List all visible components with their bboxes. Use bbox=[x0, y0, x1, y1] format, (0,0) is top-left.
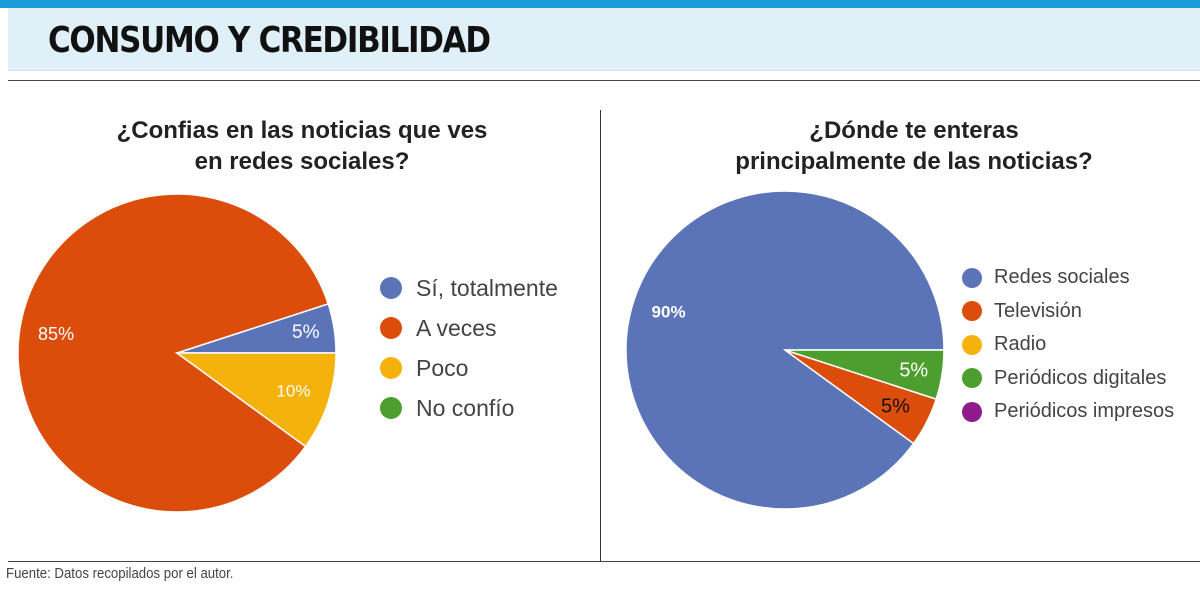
trust-slice-poco bbox=[174, 352, 337, 448]
trust-data-label-a-veces: 85% bbox=[38, 324, 74, 344]
left-chart-title: ¿Confias en las noticias que ves en rede… bbox=[22, 115, 582, 177]
right-chart-title-line-2: principalmente de las noticias? bbox=[735, 148, 1093, 175]
center-divider bbox=[600, 110, 601, 561]
trust-legend-item-a-veces: A veces bbox=[380, 308, 558, 348]
source-legend-item-periodicos-digitales: Periódicos digitales bbox=[962, 362, 1174, 396]
legend-swatch bbox=[380, 397, 402, 419]
right-chart-title-line-1: ¿Dónde te enteras bbox=[809, 117, 1019, 144]
news-source-legend: Redes sociales Televisión Radio Periódicos … bbox=[962, 261, 1174, 429]
source-data-label-periodicos-digitales: 5% bbox=[899, 359, 928, 381]
header-band: CONSUMO Y CREDIBILIDAD bbox=[8, 8, 1200, 71]
legend-label: Periódicos impresos bbox=[994, 400, 1175, 423]
legend-label: Radio bbox=[994, 333, 1047, 356]
legend-label: Redes sociales bbox=[994, 266, 1130, 289]
legend-label: No confío bbox=[416, 394, 515, 421]
legend-swatch bbox=[962, 368, 982, 389]
legend-label: Sí, totalmente bbox=[416, 274, 558, 301]
right-chart-title: ¿Dónde te enteras principalmente de las … bbox=[634, 115, 1194, 177]
source-slice-periodicos-digitales bbox=[784, 349, 945, 401]
trust-legend-item-no-confio: No confío bbox=[380, 388, 558, 428]
source-legend-item-radio: Radio bbox=[962, 328, 1174, 362]
trust-legend: Sí, totalmente A veces Poco No confío bbox=[380, 268, 558, 428]
legend-swatch bbox=[962, 267, 982, 288]
left-chart-title-line-1: ¿Confias en las noticias que ves bbox=[116, 117, 488, 144]
trust-data-label-si-totalmente: 5% bbox=[292, 322, 320, 343]
source-legend-item-television: Televisión bbox=[962, 295, 1174, 329]
trust-slice-a-veces bbox=[17, 193, 330, 513]
legend-swatch bbox=[962, 401, 982, 422]
source-legend-item-periodicos-impresos: Periódicos impresos bbox=[962, 395, 1174, 429]
trust-legend-item-si-totalmente: Sí, totalmente bbox=[380, 268, 558, 308]
legend-swatch bbox=[380, 277, 402, 299]
trust-data-label-poco: 10% bbox=[276, 381, 310, 400]
source-note: Fuente: Datos recopilados por el autor. bbox=[6, 565, 234, 582]
legend-swatch bbox=[380, 357, 402, 379]
legend-label: A veces bbox=[416, 314, 497, 341]
legend-label: Televisión bbox=[994, 299, 1082, 322]
page-title: CONSUMO Y CREDIBILIDAD bbox=[48, 20, 491, 61]
source-legend-item-redes-sociales: Redes sociales bbox=[962, 261, 1174, 295]
legend-label: Poco bbox=[416, 354, 469, 381]
legend-swatch bbox=[962, 301, 982, 322]
source-data-label-redes-sociales: 90% bbox=[652, 303, 686, 322]
trust-legend-item-poco: Poco bbox=[380, 348, 558, 388]
legend-label: Periódicos digitales bbox=[994, 366, 1167, 389]
left-chart-title-line-2: en redes sociales? bbox=[194, 148, 410, 175]
legend-swatch bbox=[962, 334, 982, 355]
source-data-label-television: 5% bbox=[881, 395, 910, 417]
bottom-rule bbox=[8, 561, 1200, 562]
top-rule bbox=[8, 80, 1200, 81]
top-accent-bar bbox=[0, 0, 1200, 8]
legend-swatch bbox=[380, 317, 402, 339]
